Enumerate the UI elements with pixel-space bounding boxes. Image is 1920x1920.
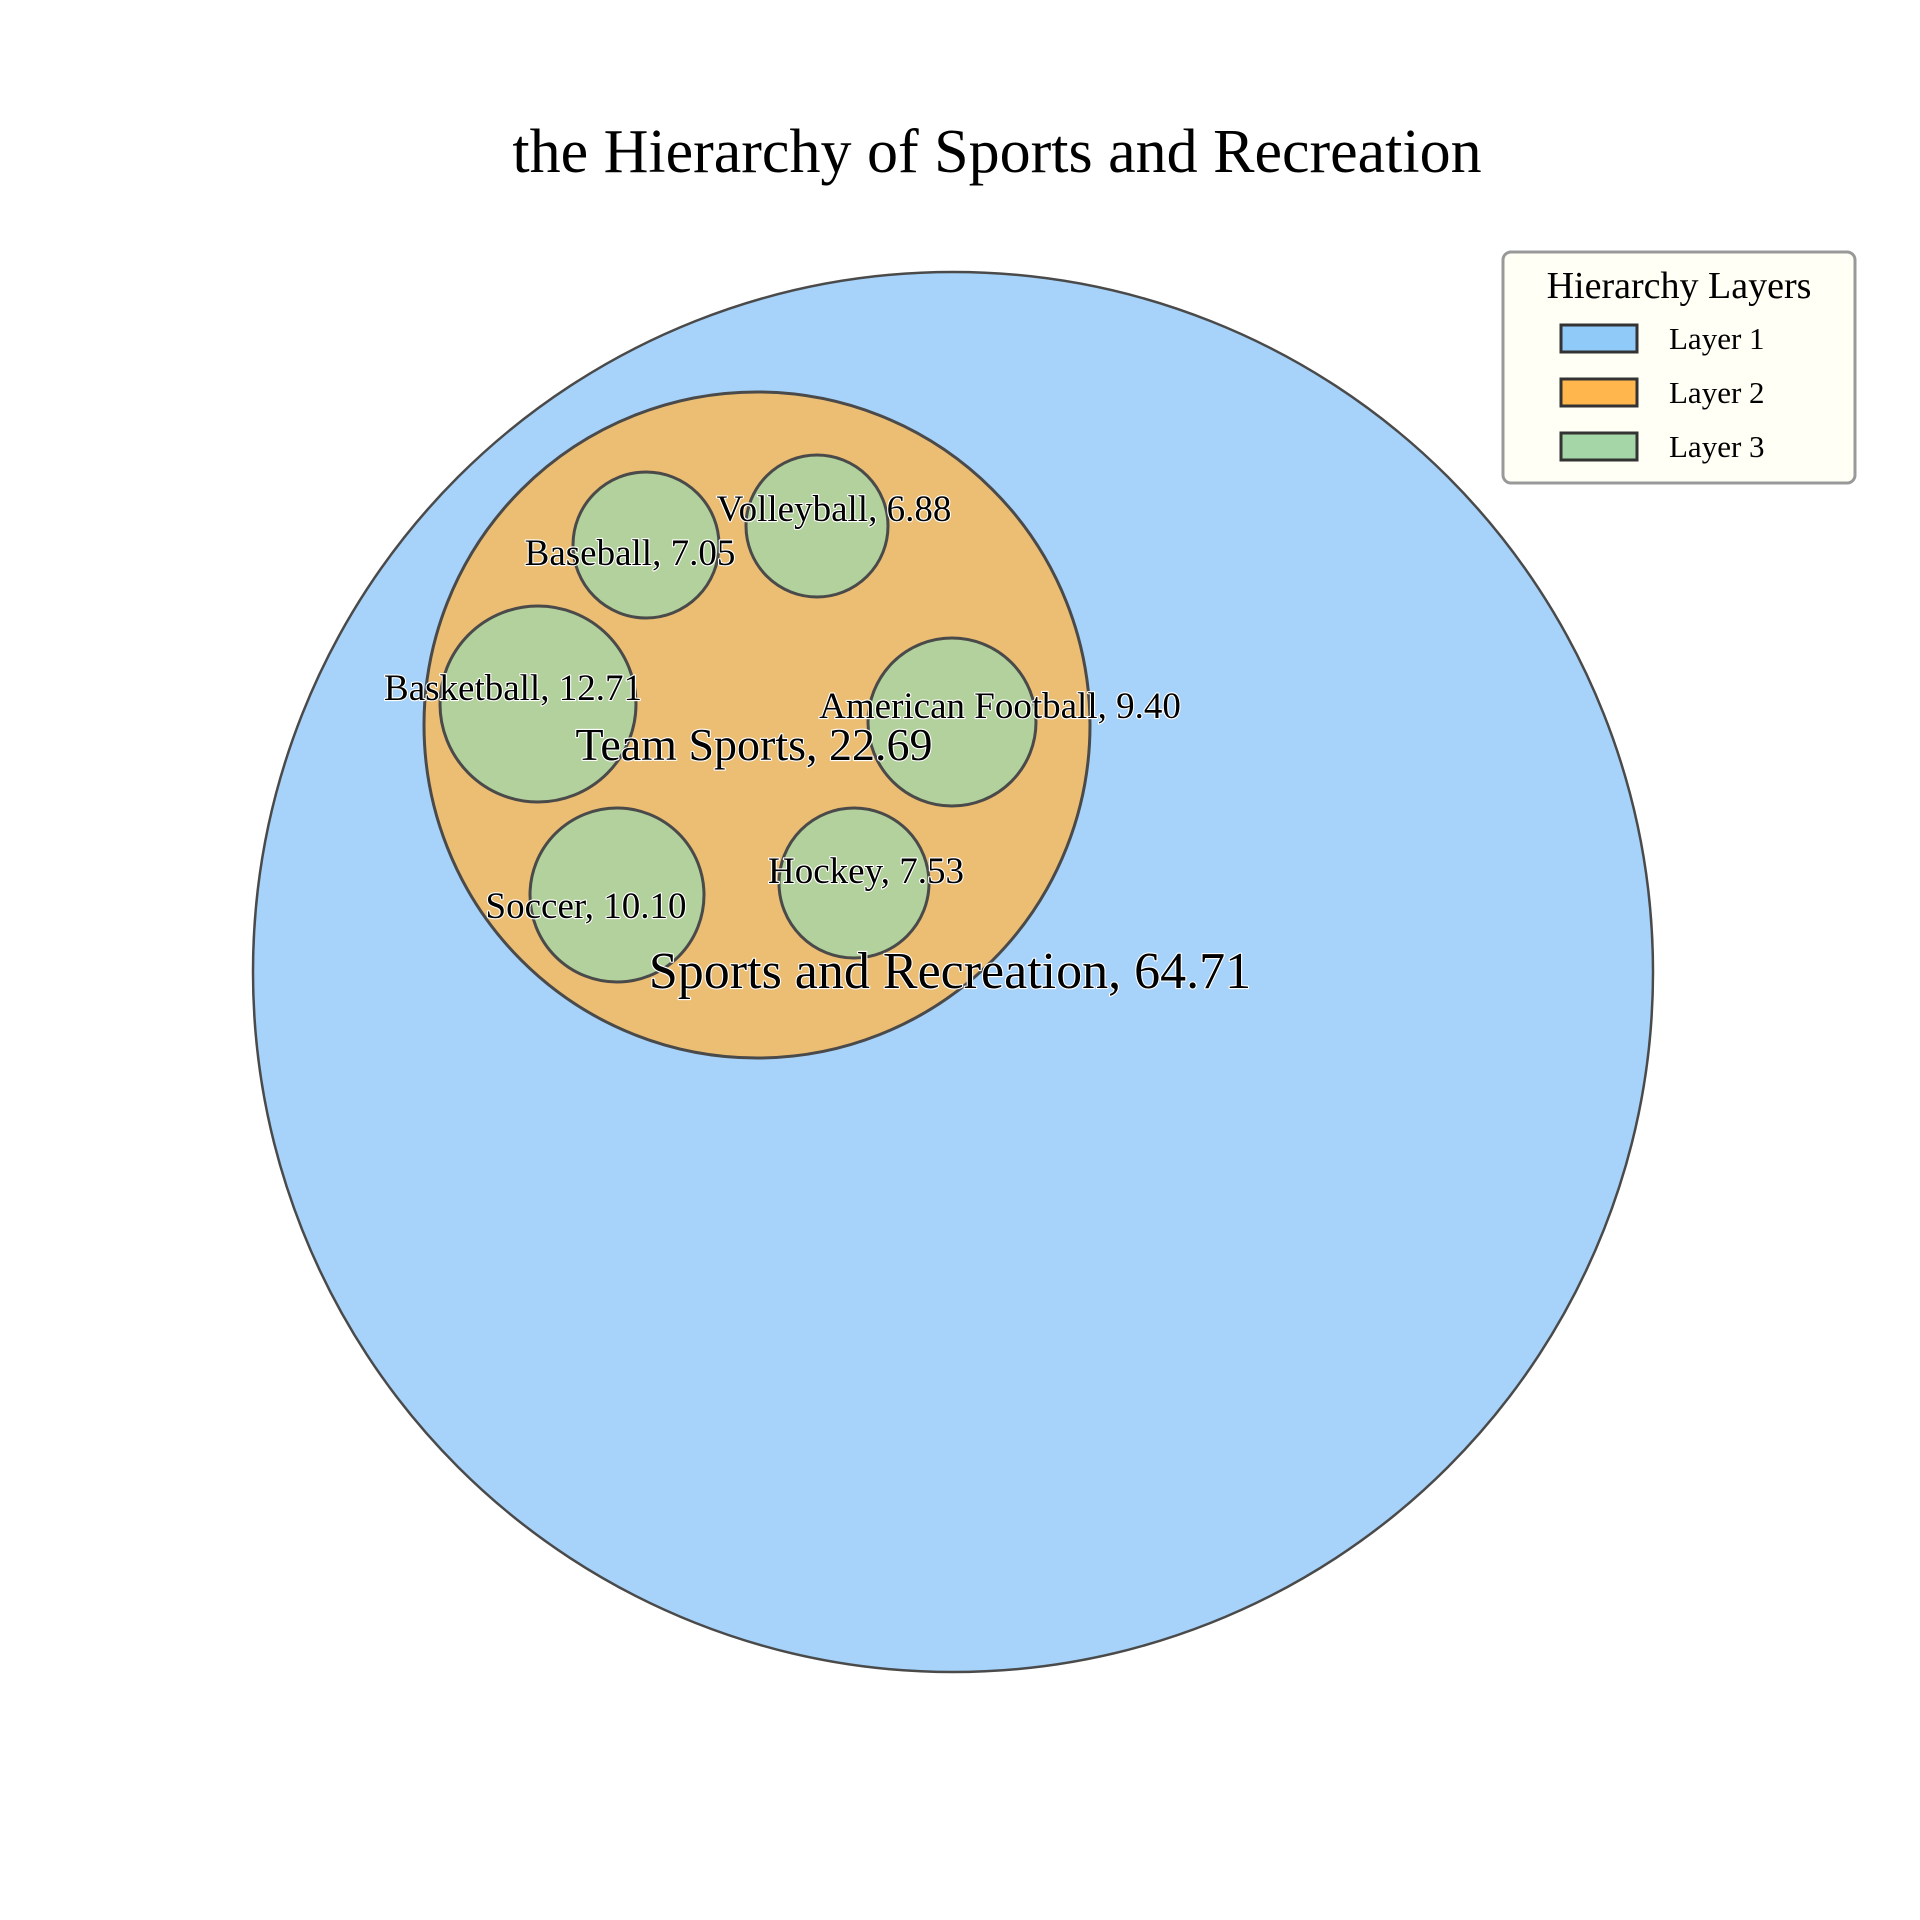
circle-volleyball bbox=[744, 453, 890, 599]
legend-label-layer-1: Layer 1 bbox=[1669, 321, 1765, 356]
legend-label-layer-2: Layer 2 bbox=[1669, 375, 1765, 410]
legend-swatch-layer-2 bbox=[1559, 377, 1639, 408]
legend-title: Hierarchy Layers bbox=[1547, 265, 1812, 307]
label-hockey: Hockey, 7.53 bbox=[768, 851, 964, 892]
legend-swatch-layer-1 bbox=[1559, 323, 1639, 354]
label-soccer: Soccer, 10.10 bbox=[486, 886, 687, 927]
labels-layer: Sports and Recreation, 64.71 Team Sports,… bbox=[383, 488, 1252, 1001]
label-baseball: Baseball, 7.05 bbox=[525, 533, 736, 574]
label-sports-and-recreation: Sports and Recreation, 64.71 bbox=[649, 943, 1251, 1000]
chart-title: the Hierarchy of Sports and Recreation bbox=[512, 118, 1481, 186]
circle-american-football bbox=[866, 636, 1038, 808]
label-team-sports: Team Sports, 22.69 bbox=[575, 719, 932, 770]
legend: Hierarchy Layers Layer 1 Layer 2 Layer 3 bbox=[1501, 250, 1857, 485]
legend-entries: Layer 1 Layer 2 Layer 3 bbox=[1559, 321, 1765, 464]
label-american-football: American Football, 9.40 bbox=[819, 686, 1181, 727]
legend-label-layer-3: Layer 3 bbox=[1669, 429, 1765, 464]
legend-frame bbox=[1501, 250, 1857, 485]
circle-baseball bbox=[571, 470, 721, 620]
legend-swatch-layer-3 bbox=[1559, 431, 1639, 462]
circle-basketball bbox=[438, 604, 638, 804]
label-volleyball: Volleyball, 6.88 bbox=[717, 489, 952, 530]
label-basketball: Basketball, 12.71 bbox=[384, 668, 642, 709]
circle-soccer bbox=[528, 806, 706, 984]
circles-layer bbox=[251, 270, 1655, 1674]
circle-hockey bbox=[777, 806, 931, 960]
